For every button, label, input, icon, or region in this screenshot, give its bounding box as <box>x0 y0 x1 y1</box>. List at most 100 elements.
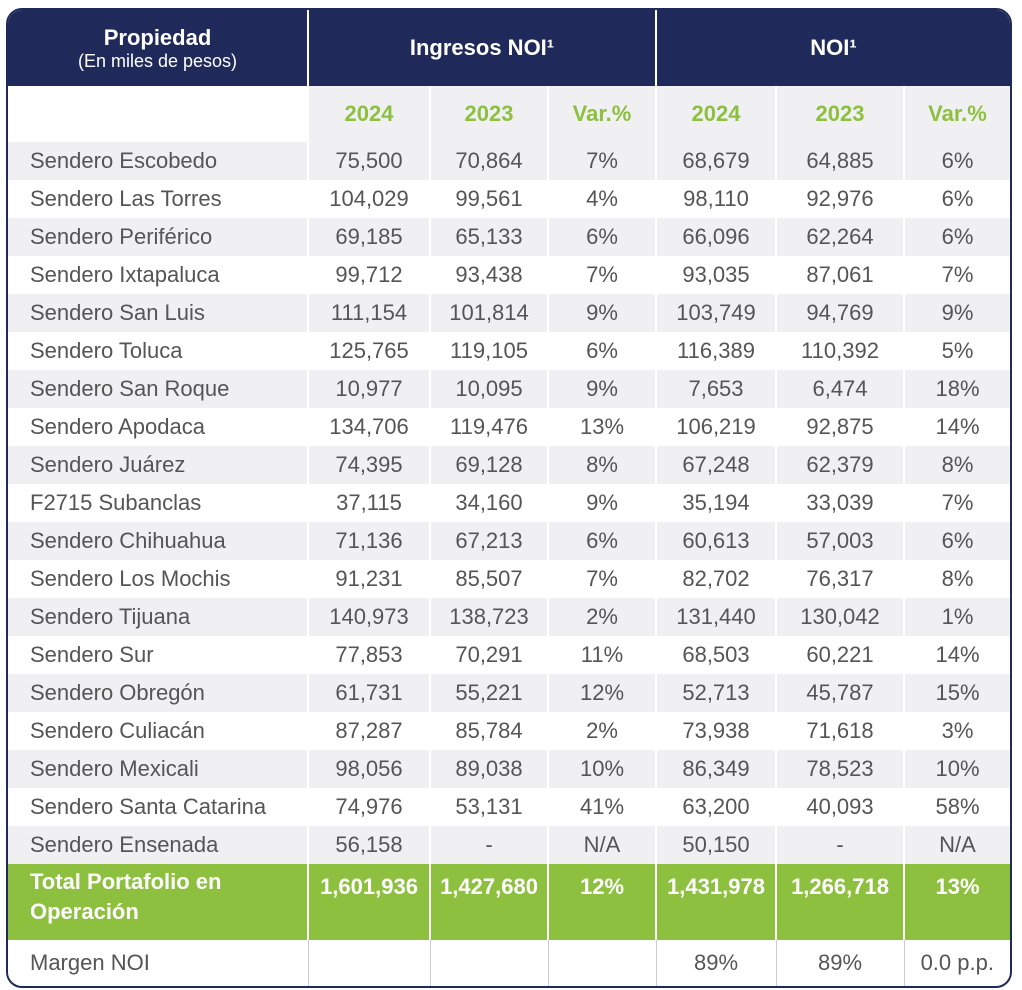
value-cell: 10% <box>547 750 656 788</box>
value-cell: 104,029 <box>307 180 430 218</box>
margin-value: 89% <box>655 940 776 986</box>
value-cell: 58% <box>902 788 1010 826</box>
value-cell: 7% <box>547 142 656 180</box>
value-cell: 131,440 <box>655 598 776 636</box>
value-cell: 82,702 <box>655 560 776 598</box>
value-cell: 6,474 <box>775 370 904 408</box>
value-cell: 63,200 <box>655 788 776 826</box>
year-row: 2024 2023 Var.% 2024 2023 Var.% <box>8 86 1010 142</box>
margin-value: 89% <box>775 940 904 986</box>
value-cell: 18% <box>902 370 1010 408</box>
value-cell: 50,150 <box>655 826 776 864</box>
property-name: Sendero Las Torres <box>30 186 222 211</box>
value-cell: 64,885 <box>775 142 904 180</box>
value-cell: 92,976 <box>775 180 904 218</box>
noi-group-header: NOI¹ <box>654 10 1010 86</box>
blank-cell <box>8 86 308 142</box>
value-cell: 85,784 <box>429 712 548 750</box>
property-name: Sendero Juárez <box>8 446 308 484</box>
value-cell: 86,349 <box>655 750 776 788</box>
property-name: Sendero Chihuahua <box>8 522 308 560</box>
data-row: Sendero Obregón 61,731 55,221 12% 52,713 45,7… <box>8 674 1010 712</box>
value-cell: 6% <box>547 522 656 560</box>
value-cell: 99,561 <box>429 180 548 218</box>
value-cell: 98,056 <box>307 750 430 788</box>
data-row: Sendero Escobedo 75,500 70,864 7% 68,679 64,8… <box>8 142 1010 180</box>
value-cell: 67,213 <box>429 522 548 560</box>
value-cell: 71,136 <box>307 522 430 560</box>
value-cell: 65,133 <box>429 218 548 256</box>
column-header: 2023 <box>775 86 904 142</box>
value-cell: 7% <box>547 560 656 598</box>
column-header: 2023 <box>429 86 548 142</box>
value-cell: 110,392 <box>775 332 904 370</box>
property-name: Sendero Santa Catarina <box>30 794 267 819</box>
property-name: Sendero Ensenada <box>8 826 308 864</box>
value-cell: 70,864 <box>429 142 548 180</box>
value-cell: 52,713 <box>655 674 776 712</box>
value-cell: 8% <box>902 446 1010 484</box>
value-cell: 13% <box>547 408 656 446</box>
value-cell: 92,875 <box>775 408 904 446</box>
value-cell: - <box>429 826 548 864</box>
value-cell: 98,110 <box>655 180 776 218</box>
value-cell: 33,039 <box>775 484 904 522</box>
value-cell: 55,221 <box>429 674 548 712</box>
value-cell: 76,317 <box>775 560 904 598</box>
total-value: 1,427,680 <box>429 864 548 940</box>
value-cell: 3% <box>902 712 1010 750</box>
value-cell: 87,287 <box>307 712 430 750</box>
value-cell: 7,653 <box>655 370 776 408</box>
value-cell: 14% <box>902 636 1010 674</box>
value-cell: 93,438 <box>429 256 548 294</box>
value-cell: 5% <box>902 332 1010 370</box>
property-name: Sendero Toluca <box>30 338 183 363</box>
blank-cell <box>547 940 656 986</box>
value-cell: 4% <box>547 180 656 218</box>
value-cell: 6% <box>902 142 1010 180</box>
value-cell: 69,128 <box>429 446 548 484</box>
value-cell: 74,395 <box>307 446 430 484</box>
value-cell: 116,389 <box>655 332 776 370</box>
value-cell: 15% <box>902 674 1010 712</box>
total-label: Total Portafolio en Operación <box>8 864 308 940</box>
noi-table: Propiedad (En miles de pesos) Ingresos NO… <box>8 10 1010 986</box>
property-header: Propiedad (En miles de pesos) <box>8 10 308 86</box>
value-cell: 6% <box>902 522 1010 560</box>
value-cell: 9% <box>547 484 656 522</box>
value-cell: 57,003 <box>775 522 904 560</box>
property-title: Propiedad <box>103 24 212 50</box>
value-cell: 7% <box>547 256 656 294</box>
property-name: Sendero Los Mochis <box>30 566 231 591</box>
value-cell: 62,264 <box>775 218 904 256</box>
data-row: Sendero San Luis 111,154 101,814 9% 103,749 9… <box>8 294 1010 332</box>
data-row: Sendero Las Torres 104,029 99,561 4% 98,110 9… <box>8 180 1010 218</box>
value-cell: 91,231 <box>307 560 430 598</box>
property-subtitle: (En miles de pesos) <box>77 50 238 71</box>
data-row: Sendero Mexicali 98,056 89,038 10% 86,349 78,… <box>8 750 1010 788</box>
value-cell: - <box>775 826 904 864</box>
property-name: F2715 Subanclas <box>30 490 202 515</box>
data-row: Sendero Toluca 125,765 119,105 6% 116,389 110… <box>8 332 1010 370</box>
value-cell: 74,976 <box>307 788 430 826</box>
value-cell: 2% <box>547 598 656 636</box>
data-row: Sendero Culiacán 87,287 85,784 2% 73,938 71,6… <box>8 712 1010 750</box>
data-row: Sendero Apodaca 134,706 119,476 13% 106,219 9… <box>8 408 1010 446</box>
property-name: Sendero Obregón <box>8 674 308 712</box>
data-row: Sendero Santa Catarina 74,976 53,131 41% 63,… <box>8 788 1010 826</box>
value-cell: 61,731 <box>307 674 430 712</box>
value-cell: 69,185 <box>307 218 430 256</box>
blank-cell <box>307 940 430 986</box>
data-row: Sendero Tijuana 140,973 138,723 2% 131,440 13… <box>8 598 1010 636</box>
value-cell: 138,723 <box>429 598 548 636</box>
value-cell: 34,160 <box>429 484 548 522</box>
value-cell: 67,248 <box>655 446 776 484</box>
total-value: 12% <box>547 864 656 940</box>
total-row: Total Portafolio en Operación 1,601,936 1,… <box>8 864 1010 940</box>
value-cell: 40,093 <box>775 788 904 826</box>
value-cell: 89,038 <box>429 750 548 788</box>
value-cell: 78,523 <box>775 750 904 788</box>
value-cell: 119,476 <box>429 408 548 446</box>
value-cell: 8% <box>547 446 656 484</box>
blank-cell <box>429 940 548 986</box>
